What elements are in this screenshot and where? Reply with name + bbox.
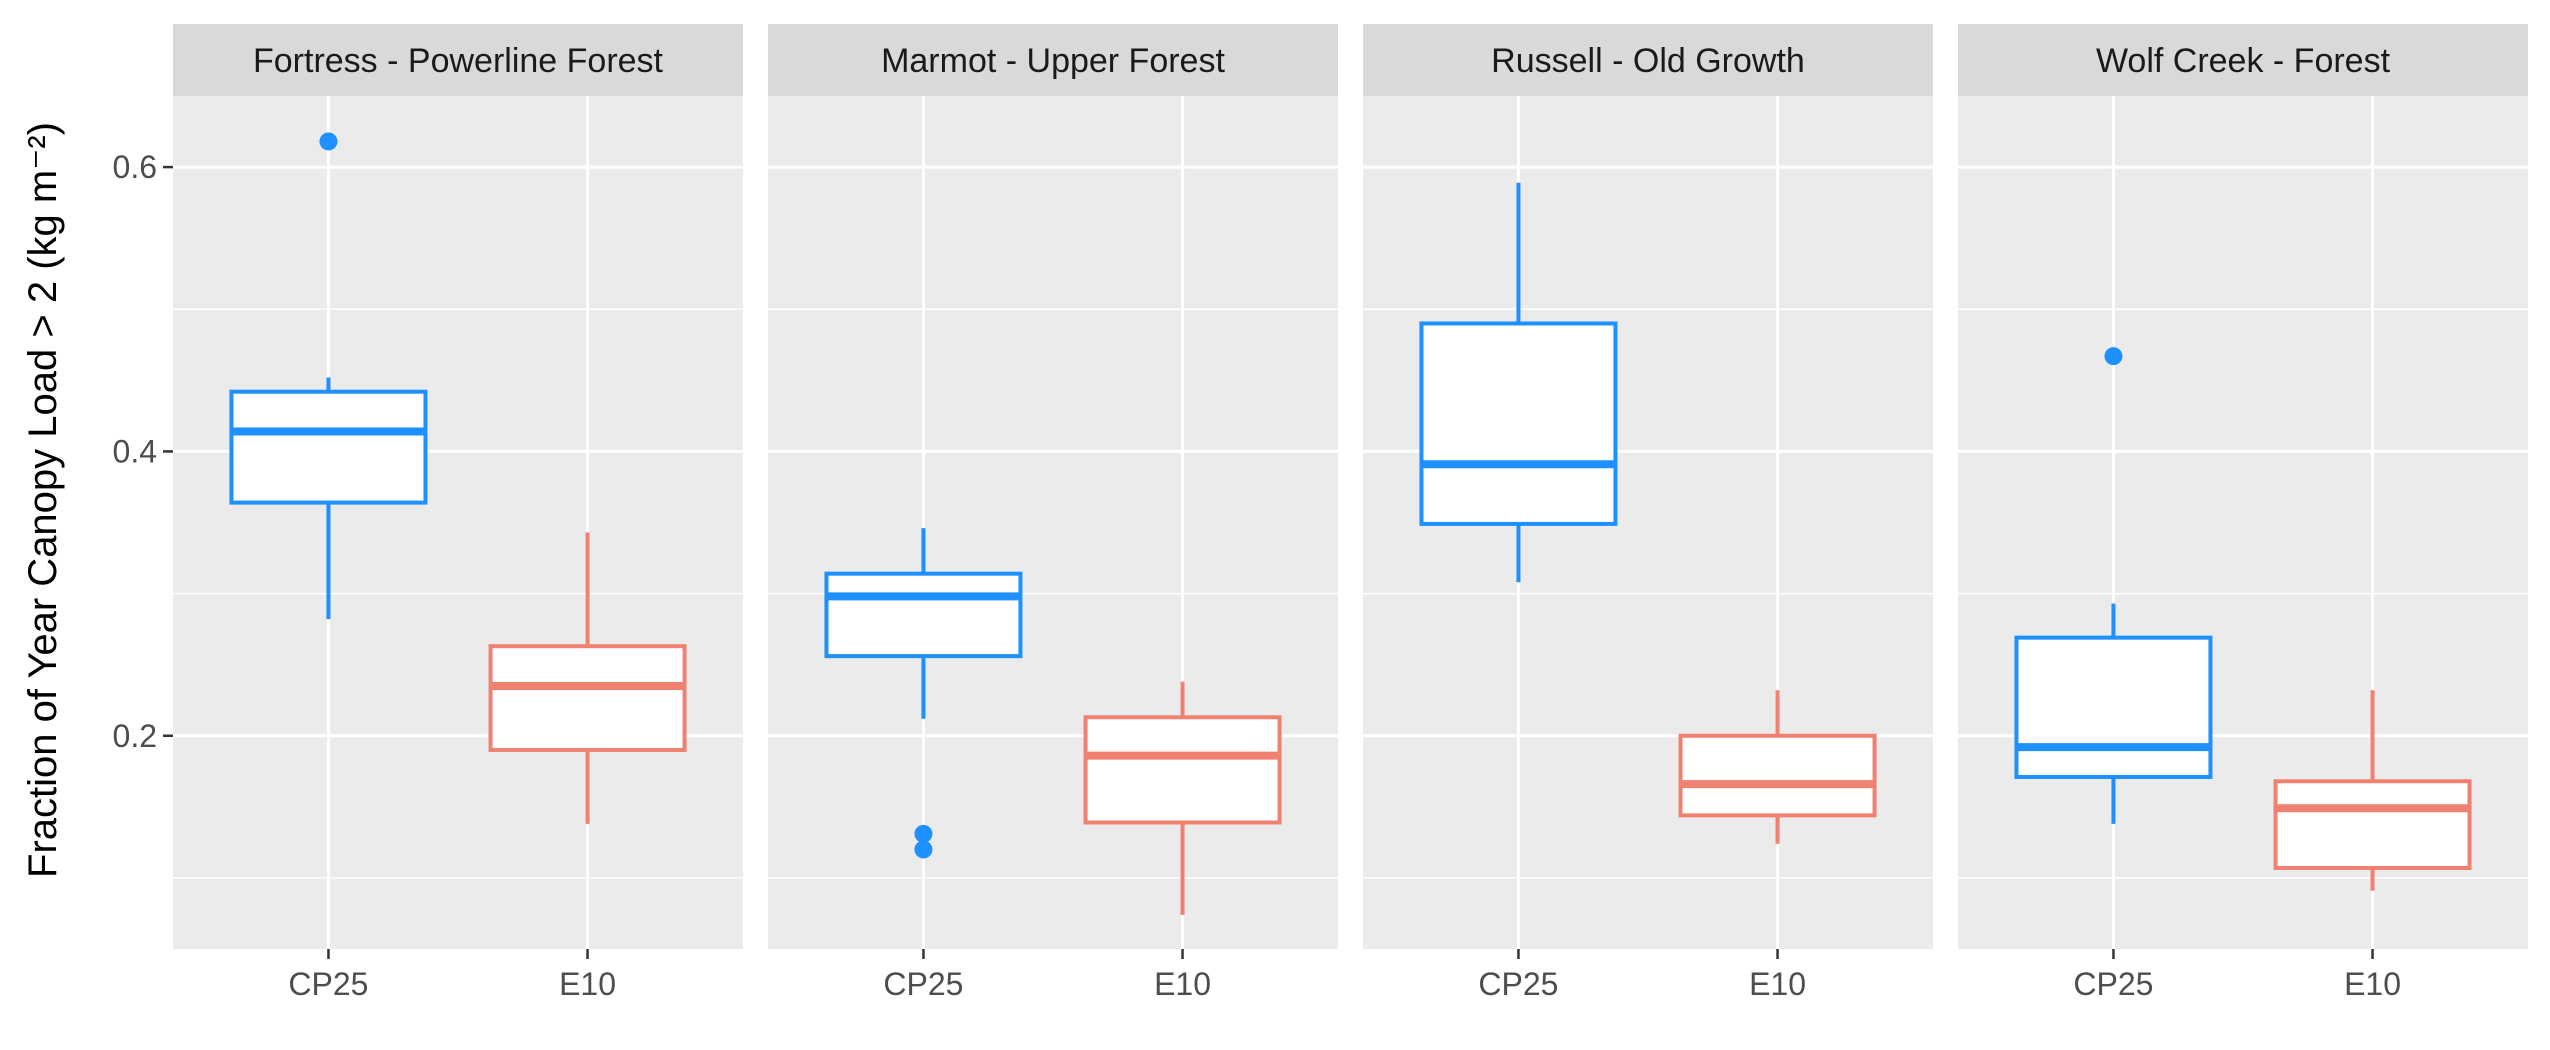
boxplot-cp25 — [229, 132, 428, 620]
facet-title: Fortress - Powerline Forest — [253, 42, 664, 80]
box-iqr — [2014, 635, 2213, 779]
outlier-point — [914, 824, 933, 843]
boxplot-e10 — [1678, 690, 1877, 844]
facet-strip — [1958, 24, 2528, 96]
x-tick-label: E10 — [1749, 966, 1806, 1002]
y-tick-label: 0.4 — [113, 433, 157, 469]
box-iqr — [1083, 715, 1282, 825]
x-tick-label: CP25 — [1478, 966, 1558, 1002]
box-iqr — [229, 389, 428, 505]
boxplot-cp25 — [1419, 182, 1618, 583]
facet-title: Russell - Old Growth — [1491, 42, 1805, 80]
y-axis: 0.2 0.4 0.6 — [113, 149, 173, 754]
facet-panel: Marmot - Upper Forest CP25 E10 — [768, 24, 1338, 1002]
boxplot-cp25 — [824, 528, 1023, 859]
x-tick-label: CP25 — [288, 966, 368, 1002]
x-tick-label: E10 — [1154, 966, 1211, 1002]
outlier-point — [914, 840, 933, 859]
y-axis-title: Fraction of Year Canopy Load > 2 (kg m⁻²… — [21, 122, 65, 878]
boxplot-cp25 — [2014, 347, 2213, 824]
box-iqr — [2273, 779, 2472, 870]
boxplot-e10 — [2273, 690, 2472, 891]
facet-title: Wolf Creek - Forest — [2096, 42, 2391, 80]
x-tick-label: E10 — [2344, 966, 2401, 1002]
facet-strip — [1363, 24, 1933, 96]
facet-title: Marmot - Upper Forest — [881, 42, 1225, 80]
outlier-point — [2104, 347, 2123, 366]
box-iqr — [1678, 733, 1877, 818]
facet-panel: Fortress - Powerline Forest CP25 E10 — [173, 24, 743, 1002]
y-tick-label: 0.2 — [113, 718, 157, 754]
box-iqr — [824, 571, 1023, 659]
x-tick-label: CP25 — [2073, 966, 2153, 1002]
boxplot-e10 — [1083, 681, 1282, 915]
panel-background — [173, 96, 743, 949]
facet-strip — [768, 24, 1338, 96]
facet-panel: Russell - Old Growth CP25 E10 — [1363, 24, 1933, 1002]
box-iqr — [488, 644, 687, 752]
boxplot-e10 — [488, 532, 687, 824]
box-iqr — [1419, 321, 1618, 526]
facet-strip — [173, 24, 743, 96]
y-tick-label: 0.6 — [113, 149, 157, 185]
facet-panel: Wolf Creek - Forest CP25 E10 — [1958, 24, 2528, 1002]
x-tick-label: E10 — [559, 966, 616, 1002]
outlier-point — [319, 132, 338, 151]
x-tick-label: CP25 — [883, 966, 963, 1002]
